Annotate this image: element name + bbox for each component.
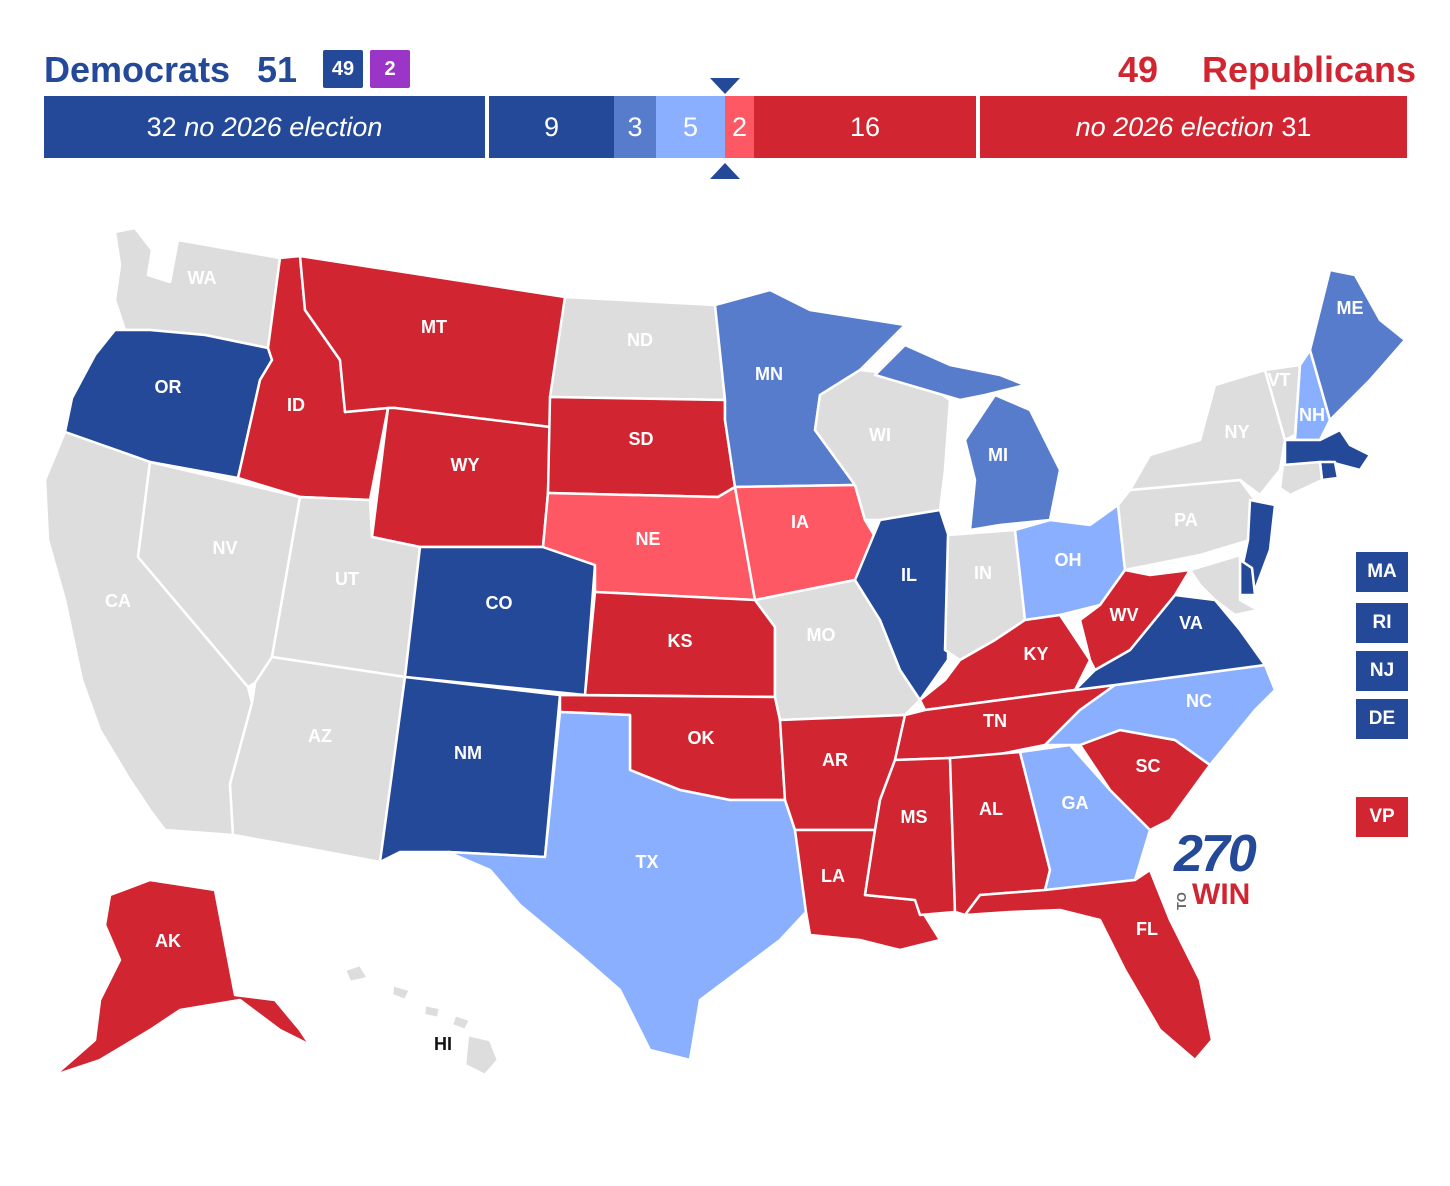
state-ct[interactable] (1278, 460, 1324, 497)
label-ar: AR (822, 750, 848, 770)
label-ak: AK (155, 931, 181, 951)
label-ks: KS (667, 631, 692, 651)
label-nd: ND (627, 330, 653, 350)
state-hi[interactable] (343, 963, 500, 1077)
democrat-seats-chip: 49 (323, 50, 363, 88)
state-nh[interactable] (1293, 348, 1332, 442)
label-fl: FL (1136, 919, 1158, 939)
balance-of-power-bar: 32 no 2026 election 9 3 5 2 16 no 2026 e… (44, 96, 1407, 158)
label-mt: MT (421, 317, 447, 337)
logo-number: 270 (1174, 825, 1257, 883)
side-box-vp[interactable]: VP (1356, 797, 1408, 837)
state-co[interactable] (403, 545, 597, 697)
270towin-logo[interactable]: 270 TO WIN (1170, 826, 1266, 916)
label-il: IL (901, 565, 917, 585)
label-tx: TX (635, 852, 658, 872)
label-ky: KY (1023, 644, 1048, 664)
label-nh: NH (1299, 405, 1325, 425)
label-oh: OH (1055, 550, 1082, 570)
lean-dem-segment[interactable]: 5 (656, 96, 725, 158)
state-me[interactable] (1308, 268, 1407, 422)
label-me: ME (1337, 298, 1364, 318)
label-ne: NE (635, 529, 660, 549)
label-ny: NY (1224, 422, 1249, 442)
rep-no-election-text: no 2026 election (1075, 112, 1274, 142)
label-tn: TN (983, 711, 1007, 731)
label-ga: GA (1062, 793, 1089, 813)
republicans-label: Republicans (1202, 49, 1417, 90)
label-ut: UT (335, 569, 359, 589)
label-mi: MI (988, 445, 1008, 465)
label-nv: NV (212, 538, 237, 558)
label-nm: NM (454, 743, 482, 763)
side-box-ri[interactable]: RI (1356, 603, 1408, 643)
label-ia: IA (791, 512, 809, 532)
state-az[interactable] (228, 655, 407, 864)
label-ca: CA (105, 591, 131, 611)
logo-to: TO (1174, 892, 1189, 910)
label-mn: MN (755, 364, 783, 384)
label-co: CO (486, 593, 513, 613)
state-wy[interactable] (370, 406, 552, 549)
label-nc: NC (1186, 691, 1212, 711)
likely-dem-segment[interactable]: 3 (614, 96, 656, 158)
label-al: AL (979, 799, 1003, 819)
label-wa: WA (188, 268, 217, 288)
state-ny[interactable] (1128, 368, 1287, 497)
safe-dem-segment[interactable]: 9 (489, 96, 614, 158)
majority-marker-top-icon (710, 78, 740, 94)
state-fl[interactable] (963, 868, 1214, 1062)
label-sc: SC (1135, 756, 1160, 776)
state-nc[interactable] (1043, 663, 1277, 767)
label-ok: OK (688, 728, 715, 748)
lean-rep-segment[interactable]: 2 (725, 96, 754, 158)
rep-no-election-segment[interactable]: no 2026 election 31 (980, 96, 1407, 158)
label-wv: WV (1110, 605, 1139, 625)
dem-no-election-text: no 2026 election (184, 112, 383, 142)
label-vt: VT (1267, 370, 1290, 390)
rep-no-election-count: 31 (1281, 112, 1312, 142)
label-va: VA (1179, 613, 1203, 633)
state-nm[interactable] (378, 675, 562, 864)
state-ak[interactable] (53, 878, 312, 1077)
label-in: IN (974, 563, 992, 583)
independent-seats-chip: 2 (370, 50, 410, 88)
logo-win: WIN (1192, 878, 1251, 911)
label-mo: MO (807, 625, 836, 645)
side-box-nj[interactable]: NJ (1356, 651, 1408, 691)
state-tx[interactable] (446, 710, 808, 1062)
label-az: AZ (308, 726, 332, 746)
label-wi: WI (869, 425, 891, 445)
side-box-ma[interactable]: MA (1356, 552, 1408, 592)
side-box-de[interactable]: DE (1356, 699, 1408, 739)
dem-no-election-count: 32 (146, 112, 177, 142)
dem-no-election-segment[interactable]: 32 no 2026 election (44, 96, 485, 158)
state-md[interactable] (1188, 553, 1260, 617)
label-wy: WY (451, 455, 480, 475)
majority-marker-bottom-icon (710, 163, 740, 179)
label-ms: MS (901, 807, 928, 827)
label-sd: SD (628, 429, 653, 449)
state-wv[interactable] (1078, 568, 1192, 672)
label-id: ID (287, 395, 305, 415)
democrats-label: Democrats (44, 49, 231, 90)
label-pa: PA (1174, 510, 1198, 530)
republicans-seat-total: 49 (1118, 49, 1159, 90)
safe-rep-segment[interactable]: 16 (754, 96, 976, 158)
label-la: LA (821, 866, 845, 886)
democrats-seat-total: 51 (257, 49, 298, 90)
label-or: OR (155, 377, 182, 397)
label-hi: HI (434, 1034, 452, 1054)
